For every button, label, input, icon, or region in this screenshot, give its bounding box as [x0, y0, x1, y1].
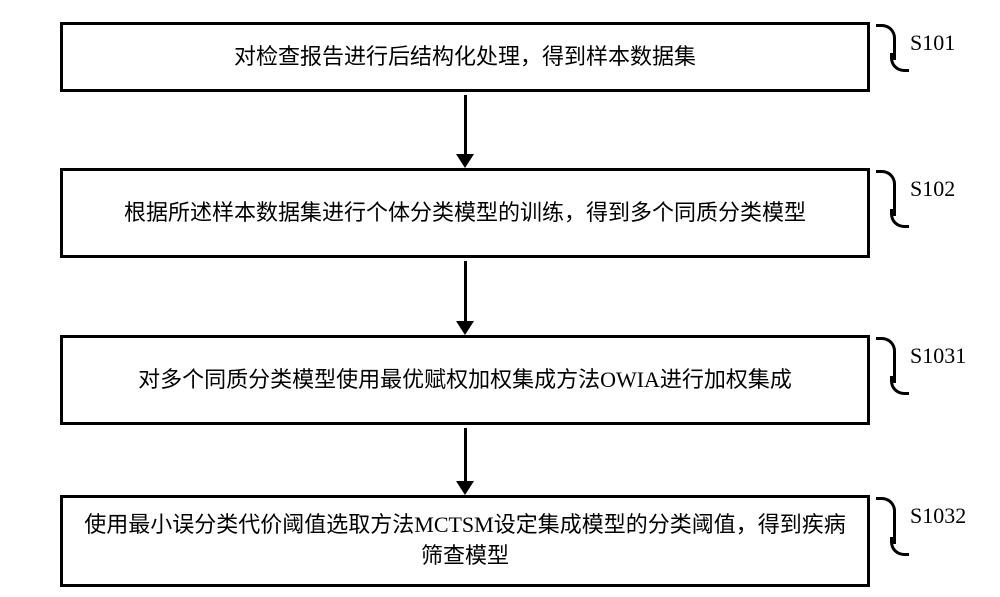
flow-step-label-s1032: S1032 [910, 503, 966, 529]
brace-lower [890, 209, 910, 228]
flow-step-label-s1031: S1031 [910, 343, 966, 369]
arrow-head-icon [456, 154, 474, 168]
brace-lower [890, 376, 910, 395]
flow-step-text: 对检查报告进行后结构化处理，得到样本数据集 [234, 42, 696, 73]
arrow-line [464, 95, 467, 154]
flow-step-s1031: 对多个同质分类模型使用最优赋权加权集成方法OWIA进行加权集成 [60, 335, 870, 425]
flow-step-text: 根据所述样本数据集进行个体分类模型的训练，得到多个同质分类模型 [124, 198, 806, 229]
flow-step-s101: 对检查报告进行后结构化处理，得到样本数据集 [60, 22, 870, 92]
arrow-head-icon [456, 481, 474, 495]
flow-step-text: 使用最小误分类代价阈值选取方法MCTSM设定集成模型的分类阈值，得到疾病筛查模型 [79, 510, 851, 572]
arrow-head-icon [456, 321, 474, 335]
flow-step-label-s102: S102 [910, 176, 955, 202]
flow-step-label-s101: S101 [910, 30, 955, 56]
flow-step-s1032: 使用最小误分类代价阈值选取方法MCTSM设定集成模型的分类阈值，得到疾病筛查模型 [60, 495, 870, 587]
flow-step-s102: 根据所述样本数据集进行个体分类模型的训练，得到多个同质分类模型 [60, 168, 870, 258]
brace-lower [890, 53, 910, 72]
arrow-line [464, 261, 467, 321]
flow-step-text: 对多个同质分类模型使用最优赋权加权集成方法OWIA进行加权集成 [138, 365, 792, 396]
brace-lower [890, 537, 910, 556]
arrow-line [464, 428, 467, 481]
